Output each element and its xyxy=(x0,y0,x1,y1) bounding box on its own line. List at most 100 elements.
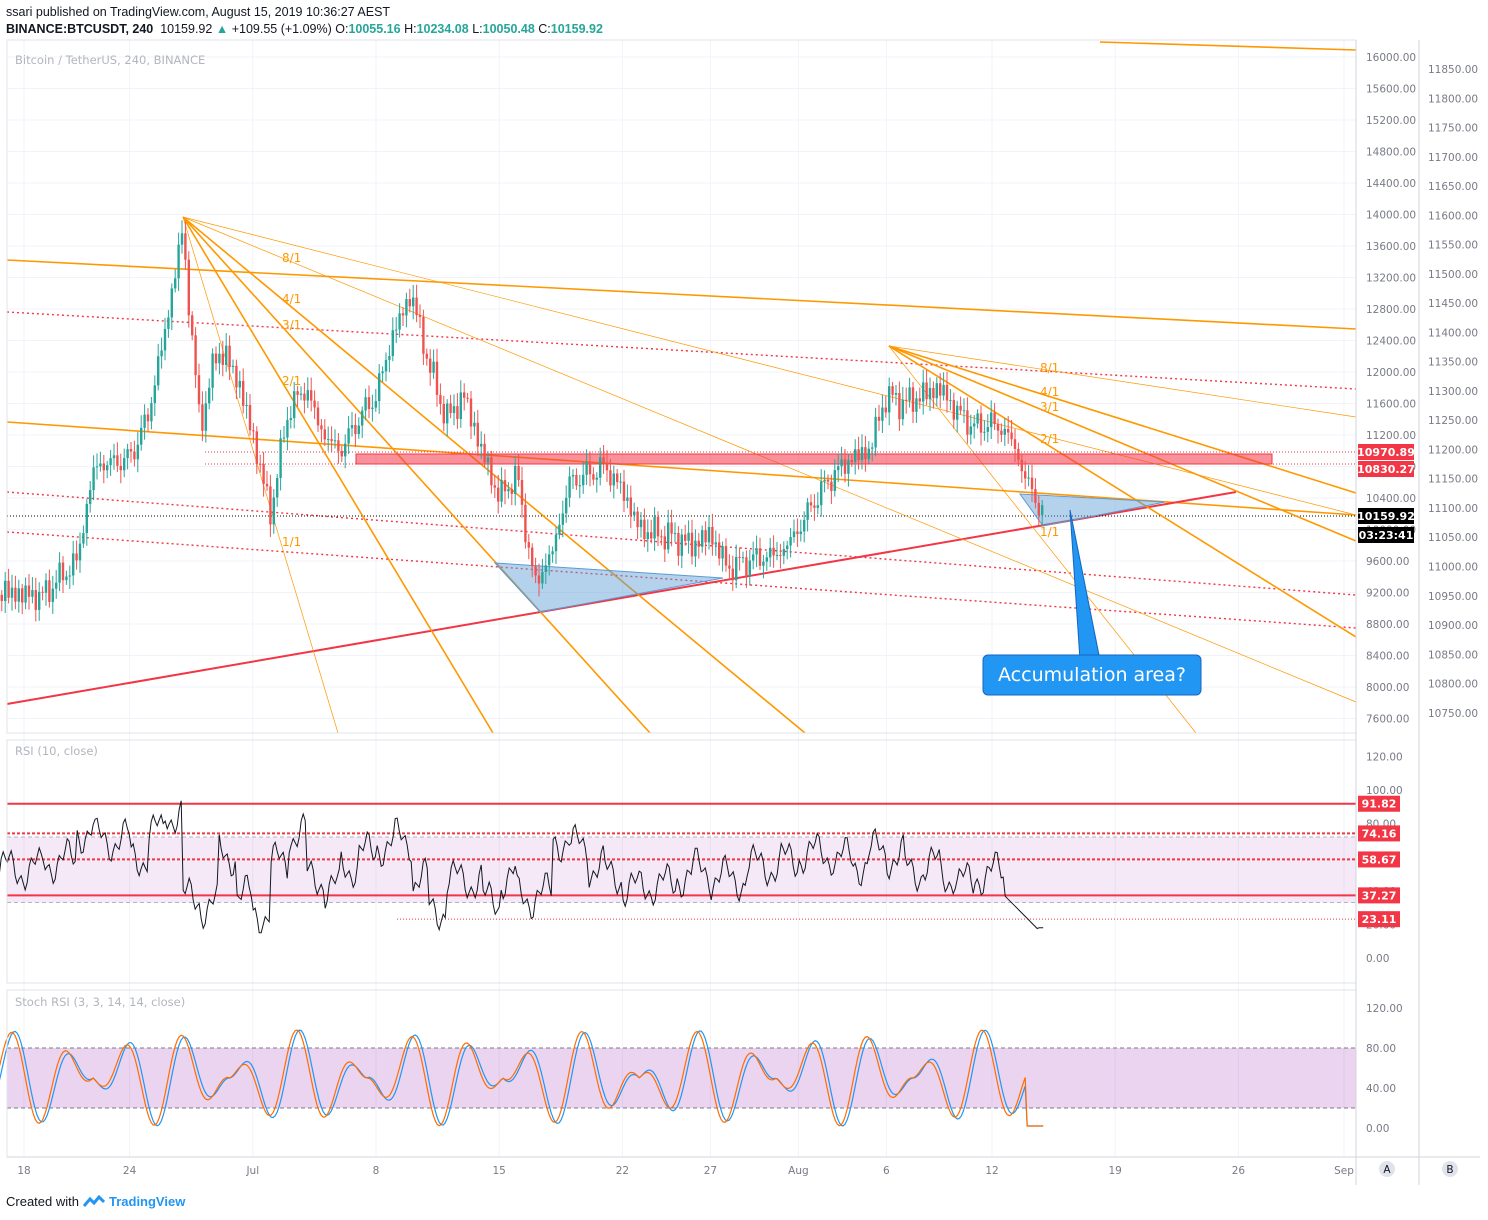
candle-body xyxy=(282,437,286,439)
candle-body xyxy=(752,554,755,561)
candle-body xyxy=(1030,477,1034,490)
candle-body xyxy=(374,401,377,408)
candle-body xyxy=(265,483,269,487)
candle-body xyxy=(21,588,24,603)
candle-body xyxy=(459,392,462,419)
candle-body xyxy=(204,403,207,431)
candle-body xyxy=(639,519,643,528)
candle-body xyxy=(857,449,860,461)
candle-body xyxy=(48,580,51,602)
candle-body xyxy=(956,405,959,420)
candle-body xyxy=(126,449,129,459)
open-value: 10055.16 xyxy=(348,22,401,36)
y-tick-label-right: 11350.00 xyxy=(1428,357,1478,369)
accumulation-triangle xyxy=(1018,493,1166,527)
candle-body xyxy=(262,464,265,484)
candle-body xyxy=(330,439,333,442)
candle-body xyxy=(160,350,163,357)
candle-body xyxy=(442,403,445,424)
candle-body xyxy=(31,590,34,597)
candle-body xyxy=(605,463,609,471)
y-tick-label-right: 11850.00 xyxy=(1428,64,1478,76)
candle-body xyxy=(228,345,231,367)
candle-body xyxy=(728,565,731,569)
fan-label: 8/1 xyxy=(1040,361,1059,375)
stoch-k-line xyxy=(0,1029,1044,1127)
candle-body xyxy=(24,585,27,603)
candle-body xyxy=(378,373,381,402)
candle-body xyxy=(58,562,61,583)
candle-body xyxy=(354,425,357,435)
candle-body xyxy=(38,591,41,610)
y-tick-label: 7600.00 xyxy=(1366,714,1409,726)
candle-body xyxy=(306,390,309,401)
stoch-y-tick: 80.00 xyxy=(1366,1043,1396,1055)
candle-body xyxy=(809,502,813,506)
candle-body xyxy=(259,463,262,465)
y-tick-label: 8400.00 xyxy=(1366,651,1409,663)
tradingview-logo-icon xyxy=(82,1194,105,1207)
y-tick-label-right: 11100.00 xyxy=(1428,503,1478,515)
candle-body xyxy=(14,587,17,602)
candle-body xyxy=(401,313,405,316)
rsi-band xyxy=(7,837,1356,903)
candle-body xyxy=(979,413,983,433)
y-tick-label-right: 11300.00 xyxy=(1428,386,1478,398)
rsi-level-marker xyxy=(1358,851,1400,868)
candle-body xyxy=(123,458,126,471)
stoch-band xyxy=(7,1048,1356,1108)
candle-body xyxy=(34,590,37,610)
change: +109.55 (+1.09%) xyxy=(231,22,332,36)
fan-label: 3/1 xyxy=(282,318,301,332)
auto-scale-button[interactable] xyxy=(1379,1161,1395,1177)
rsi-level-label: 91.82 xyxy=(1362,798,1397,811)
candle-body xyxy=(548,554,551,566)
candle-body xyxy=(935,383,938,399)
candle-body xyxy=(952,400,955,420)
candle-body xyxy=(816,505,819,508)
candle-body xyxy=(1024,471,1027,479)
candle-body xyxy=(755,548,758,555)
candle-body xyxy=(881,407,884,421)
candle-body xyxy=(469,398,473,427)
b-button[interactable] xyxy=(1442,1161,1458,1177)
gann-fan-line xyxy=(888,345,1357,638)
price-marker-label: 10970.89 xyxy=(1357,446,1415,459)
candle-body xyxy=(201,404,204,431)
candle-body xyxy=(44,580,48,593)
candle-body xyxy=(939,383,942,396)
candle-body xyxy=(962,410,966,412)
y-tick-label-right: 10750.00 xyxy=(1428,708,1478,720)
candle-body xyxy=(214,353,218,364)
candle-body xyxy=(476,422,479,447)
candle-body xyxy=(231,365,235,367)
candle-body xyxy=(561,513,564,525)
candle-body xyxy=(697,540,700,547)
y-tick-label-right: 11250.00 xyxy=(1428,415,1478,427)
candle-body xyxy=(41,591,44,593)
candle-body xyxy=(806,502,809,520)
y-tick-label: 14400.00 xyxy=(1366,178,1416,190)
chart-canvas[interactable]: Bitcoin / TetherUS, 240, BINANCE8/14/13/… xyxy=(0,0,1488,1185)
candle-body xyxy=(942,384,945,396)
brand: TradingView xyxy=(108,1194,186,1209)
rsi-level-marker xyxy=(1358,887,1400,904)
candle-body xyxy=(775,554,779,556)
candle-body xyxy=(180,233,184,245)
y-tick-label: 10400.00 xyxy=(1366,493,1416,505)
candle-body xyxy=(592,474,595,480)
candle-body xyxy=(551,551,554,555)
price-marker xyxy=(1358,461,1414,477)
candle-body xyxy=(918,398,921,402)
candle-body xyxy=(245,404,248,406)
rsi-level-label: 23.11 xyxy=(1362,913,1397,926)
candle-body xyxy=(350,425,354,429)
y-tick-label-right: 11050.00 xyxy=(1428,532,1478,544)
fan-label: 3/1 xyxy=(1040,400,1059,414)
candle-body xyxy=(544,565,547,572)
candle-body xyxy=(633,511,636,516)
candle-body xyxy=(520,479,524,505)
fan-label: 1/1 xyxy=(282,535,301,549)
candle-body xyxy=(772,547,775,556)
rsi-y-tick: 100.00 xyxy=(1366,785,1403,797)
